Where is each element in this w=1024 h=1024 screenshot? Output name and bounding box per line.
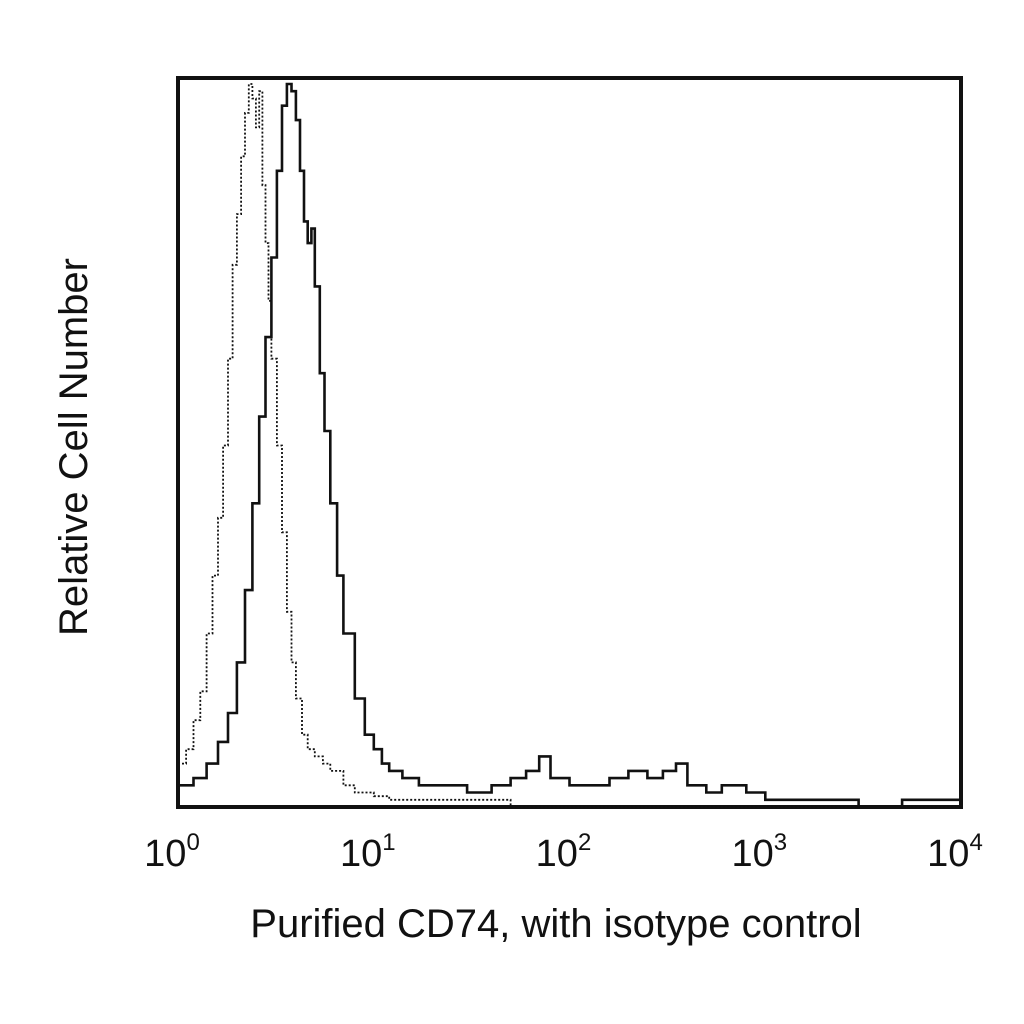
x-axis-title: Purified CD74, with isotype control [250,902,861,946]
x-tick-label: 100 [144,829,200,875]
histogram-series-isotype-control [178,83,961,808]
x-tick-label: 101 [340,829,396,875]
series-layer [178,82,963,809]
x-tick-label: 102 [536,829,592,875]
histogram-series-cd74 [178,82,963,809]
x-tick-label: 104 [927,829,983,875]
x-tick-label: 103 [731,829,787,875]
plot-frame [176,76,963,809]
x-tick-labels: 100 101 102 103 104 [144,829,983,875]
y-axis-title: Relative Cell Number [52,258,96,636]
